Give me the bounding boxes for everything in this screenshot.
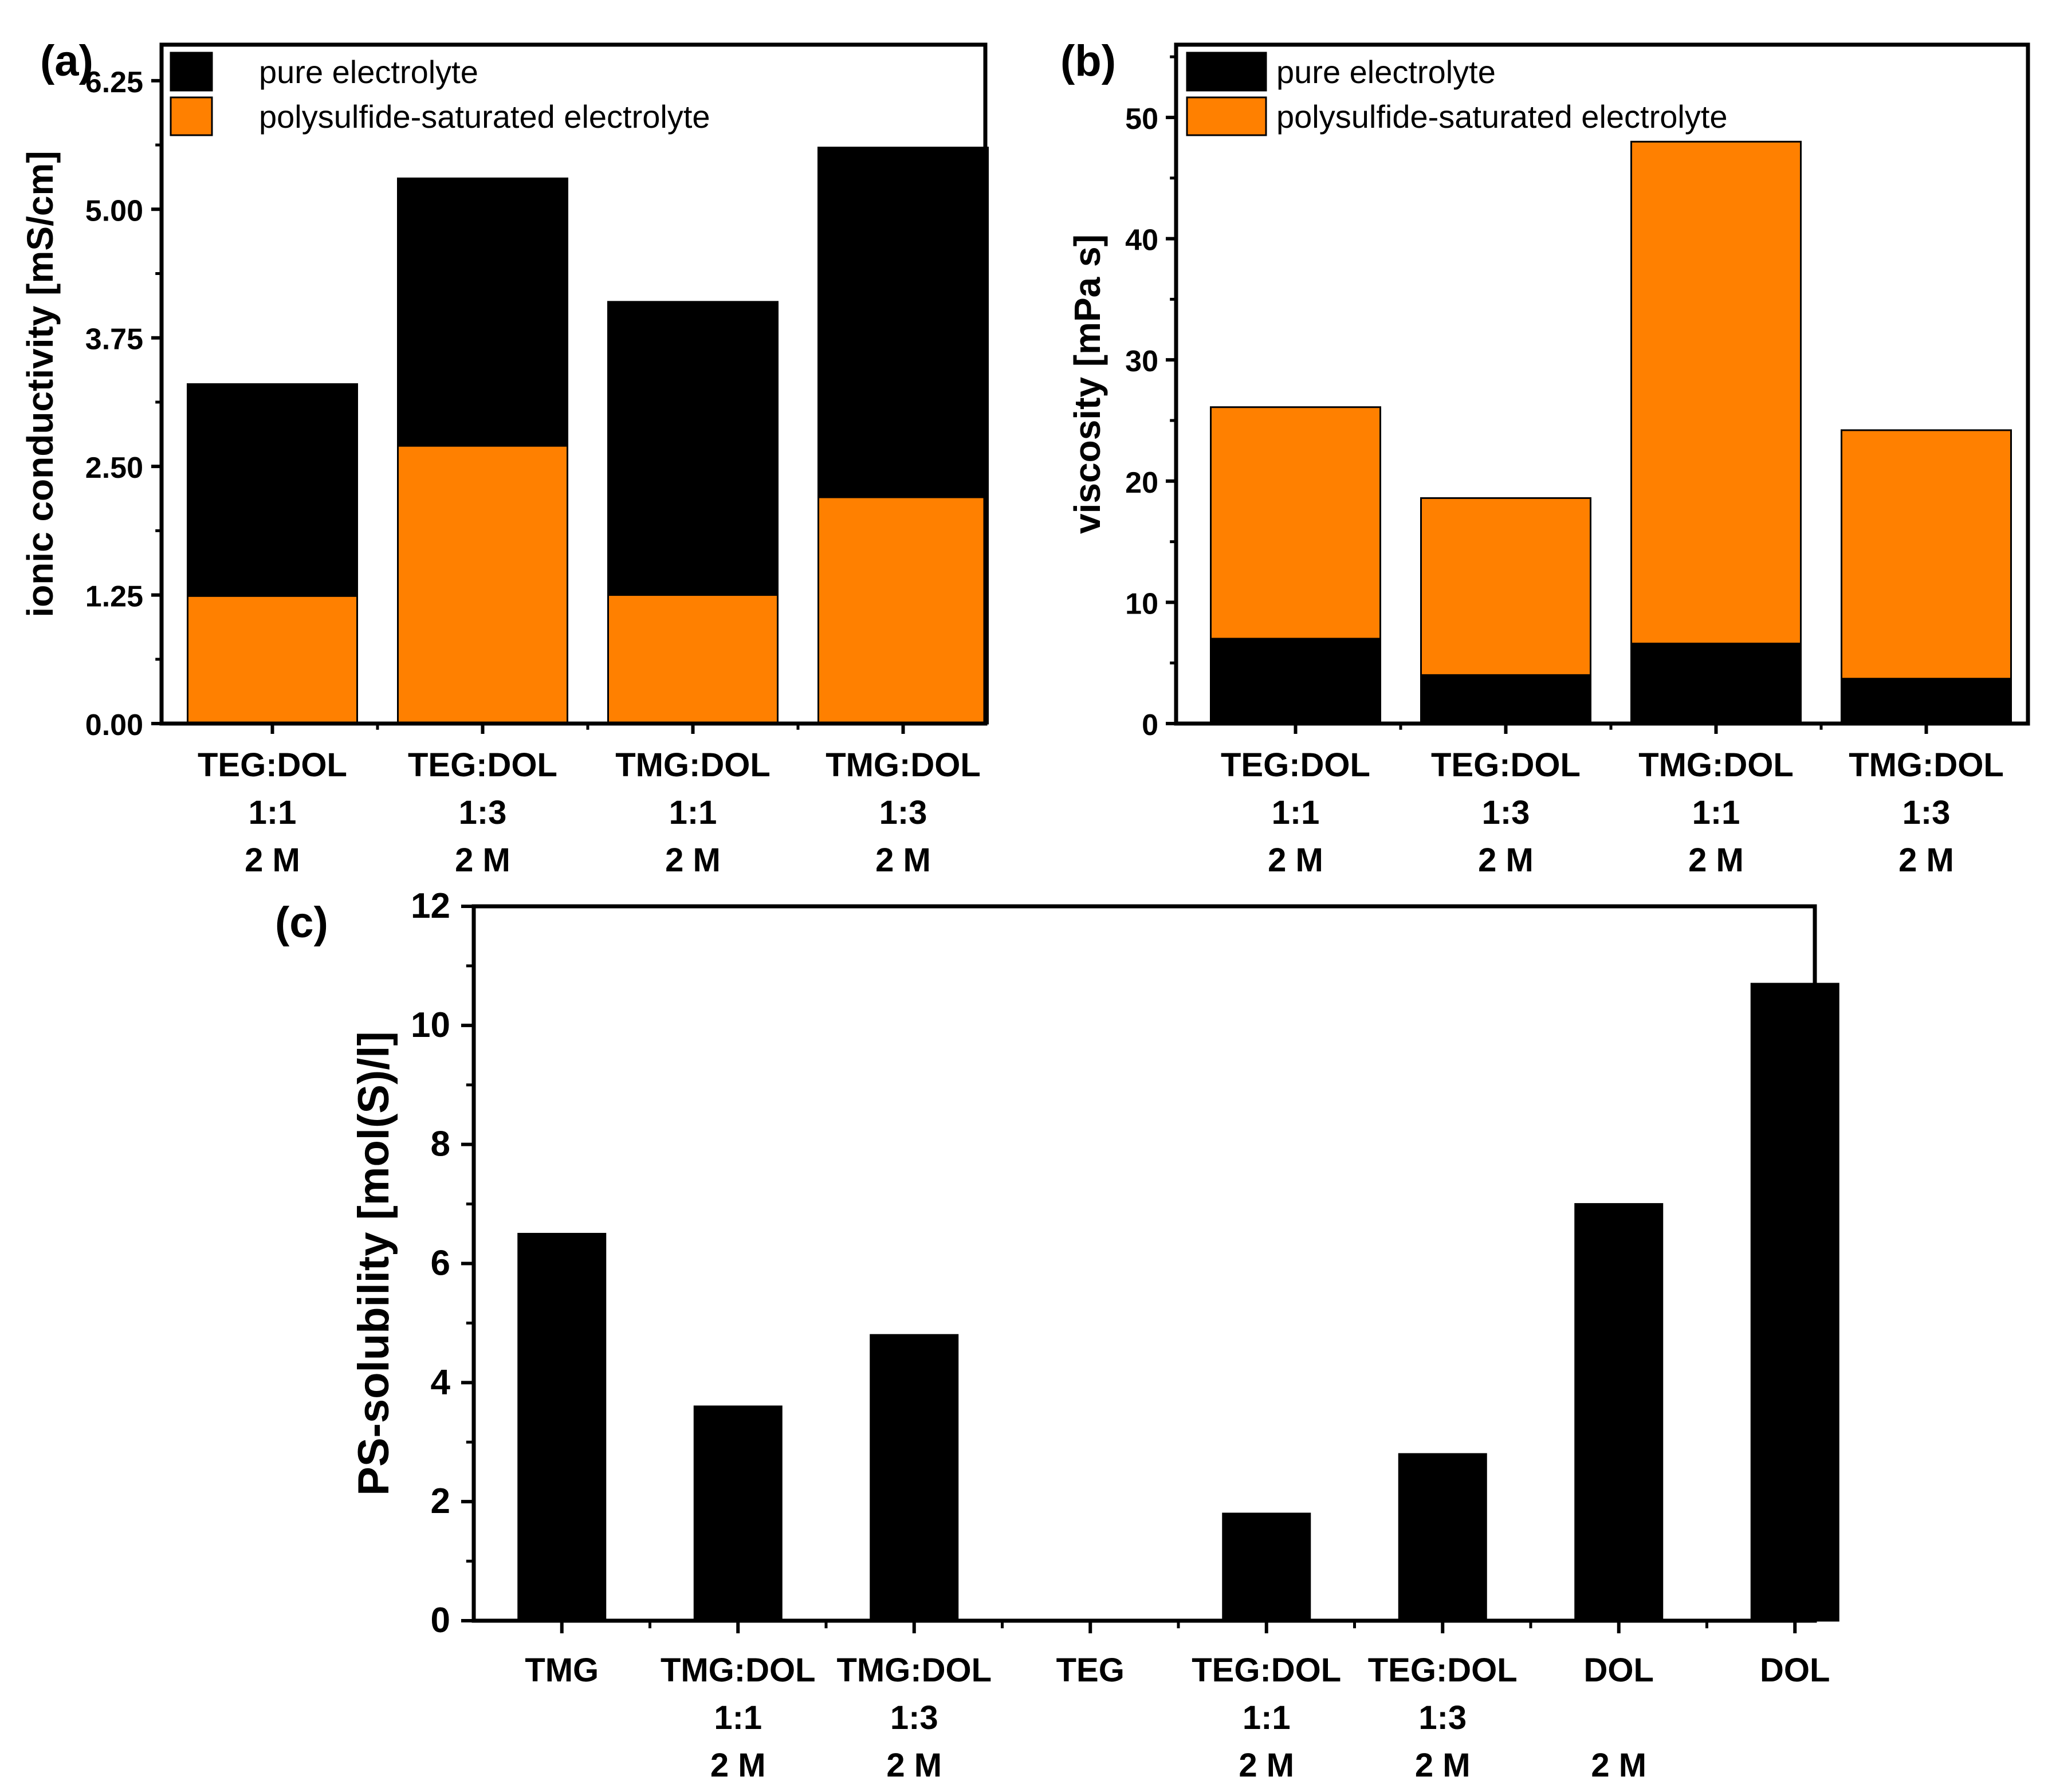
category-label: 1:3 xyxy=(459,794,507,831)
category-label: 2 M xyxy=(665,842,721,879)
category-label: DOL xyxy=(1584,1652,1654,1689)
y-tick-label: 30 xyxy=(1125,345,1158,378)
category-label: 1:3 xyxy=(890,1699,938,1736)
y-tick-label: 10 xyxy=(411,1005,450,1045)
panel-label: (b) xyxy=(1060,37,1116,85)
category-label: 2 M xyxy=(875,842,931,879)
y-tick-label: 2 xyxy=(431,1481,450,1521)
category-label: TMG:DOL xyxy=(826,746,981,784)
category-label: TEG:DOL xyxy=(408,746,557,784)
bar-1-0 xyxy=(1210,638,1381,725)
y-tick-label: 12 xyxy=(411,886,450,926)
category-label: TEG:DOL xyxy=(1221,746,1370,784)
y-axis-label: viscosity [mPa s] xyxy=(1067,234,1108,534)
category-label: 1:3 xyxy=(879,794,927,831)
category-label: TEG:DOL xyxy=(1431,746,1581,784)
category-label: 2 M xyxy=(245,842,300,879)
bar-1-1 xyxy=(1420,674,1591,725)
category-label: 1:1 xyxy=(669,794,717,831)
y-tick-label: 0.00 xyxy=(85,709,143,742)
bar-0-5 xyxy=(1398,1453,1487,1622)
category-label: 1:3 xyxy=(1902,794,1951,831)
bar-1-0 xyxy=(187,595,358,725)
legend-label-1: polysulfide-saturated electrolyte xyxy=(1276,99,1728,135)
panel-b-viscosity-chart: (b) 0 10 20 30 40 50 TEG:DOL 1:1 2 M TEG:DOL 1:3 2 M… xyxy=(1060,37,2030,879)
y-tick-label: 6 xyxy=(431,1244,450,1283)
legend-swatch-0 xyxy=(1186,52,1267,92)
y-tick-label: 6.25 xyxy=(85,66,143,99)
y-tick-label: 8 xyxy=(431,1125,450,1164)
legend-swatch-1 xyxy=(170,96,213,136)
category-label: 1:3 xyxy=(1418,1699,1467,1736)
y-axis-label: PS-solubility [mol(S)/l] xyxy=(349,1031,398,1496)
category-label: 1:1 xyxy=(249,794,297,831)
bar-0-6 xyxy=(1574,1203,1664,1622)
category-label: TEG:DOL xyxy=(198,746,347,784)
y-tick-label: 40 xyxy=(1125,224,1158,257)
legend-label-0: pure electrolyte xyxy=(1276,54,1496,90)
category-label: 1:1 xyxy=(1272,794,1320,831)
legend-swatch-0 xyxy=(170,52,213,92)
y-tick-label: 50 xyxy=(1125,103,1158,136)
legend-label-0: pure electrolyte xyxy=(259,54,478,90)
y-axis-label: ionic conductivity [mS/cm] xyxy=(19,151,61,617)
category-label: 1:1 xyxy=(714,1699,762,1736)
y-tick-label: 2.50 xyxy=(85,451,143,485)
y-tick-label: 3.75 xyxy=(85,323,143,356)
category-label: TMG:DOL xyxy=(836,1652,992,1689)
category-label: 2 M xyxy=(1688,842,1744,879)
category-label: 2 M xyxy=(886,1747,942,1784)
bar-1-1 xyxy=(397,445,568,725)
plot-frame xyxy=(1174,42,2030,726)
bar-0-2 xyxy=(870,1334,959,1622)
category-label: TEG:DOL xyxy=(1368,1652,1518,1689)
legend-label-1: polysulfide-saturated electrolyte xyxy=(259,99,710,135)
bar-0-7 xyxy=(1750,983,1839,1622)
category-label: TEG:DOL xyxy=(1192,1652,1341,1689)
bar-0-1 xyxy=(693,1405,783,1622)
y-tick-label: 1.25 xyxy=(85,580,143,614)
bar-0-0 xyxy=(517,1233,607,1622)
bar-0-3 xyxy=(1841,429,2012,725)
category-label: TMG:DOL xyxy=(1638,746,1794,784)
y-tick-label: 0 xyxy=(431,1601,450,1640)
category-label: 1:1 xyxy=(1692,794,1740,831)
category-label: DOL xyxy=(1760,1652,1830,1689)
y-tick-label: 0 xyxy=(1142,709,1158,742)
y-tick-label: 5.00 xyxy=(85,194,143,227)
category-label: 2 M xyxy=(710,1747,766,1784)
category-label: TMG:DOL xyxy=(1849,746,2004,784)
plot-frame xyxy=(159,42,988,726)
category-label: 2 M xyxy=(1591,1747,1646,1784)
bar-1-3 xyxy=(1841,678,2012,725)
category-label: 1:3 xyxy=(1482,794,1530,831)
category-label: 2 M xyxy=(1898,842,1954,879)
bar-0-4 xyxy=(1222,1512,1311,1622)
bar-1-3 xyxy=(817,496,989,725)
category-label: 2 M xyxy=(1239,1747,1294,1784)
category-label: TEG xyxy=(1056,1652,1125,1689)
category-label: TMG:DOL xyxy=(615,746,771,784)
y-tick-label: 4 xyxy=(431,1362,451,1402)
panel-a-conductivity-chart: (a) 0.00 1.25 2.50 3.75 5.00 6.25 TEG:DOL 1:1 2 M… xyxy=(19,37,989,879)
panel-label: (c) xyxy=(275,898,328,947)
category-label: 2 M xyxy=(1478,842,1534,879)
category-label: 2 M xyxy=(455,842,510,879)
bar-1-2 xyxy=(607,594,779,725)
category-label: 1:1 xyxy=(1243,1699,1291,1736)
category-label: TMG xyxy=(525,1652,599,1689)
legend-swatch-1 xyxy=(1186,96,1267,136)
category-label: 2 M xyxy=(1415,1747,1471,1784)
category-label: 2 M xyxy=(1268,842,1323,879)
y-tick-label: 10 xyxy=(1125,587,1158,620)
panel-c-solubility-chart: (c) 0 2 4 6 8 10 12 TMG TMG:DOL 1:1 2 M TMG:DOL 1:3 2 … xyxy=(275,886,1839,1784)
bar-1-2 xyxy=(1630,642,1802,725)
category-label: TMG:DOL xyxy=(661,1652,816,1689)
panel-label: (a) xyxy=(40,37,93,85)
bar-0-2 xyxy=(1630,140,1802,725)
y-tick-label: 20 xyxy=(1125,466,1158,500)
